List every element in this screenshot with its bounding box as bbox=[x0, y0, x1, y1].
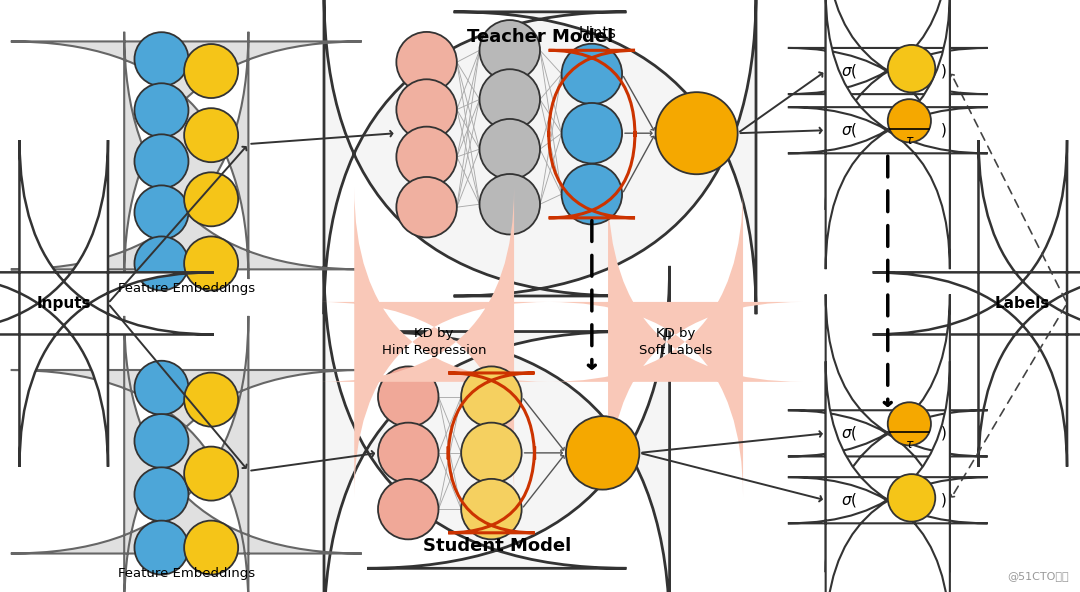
FancyBboxPatch shape bbox=[324, 266, 670, 592]
Circle shape bbox=[396, 177, 457, 237]
FancyBboxPatch shape bbox=[788, 294, 987, 572]
Circle shape bbox=[480, 174, 540, 234]
Circle shape bbox=[480, 69, 540, 130]
Text: $\tau$: $\tau$ bbox=[905, 134, 914, 147]
FancyBboxPatch shape bbox=[320, 188, 549, 496]
FancyBboxPatch shape bbox=[788, 0, 987, 269]
Text: $\sigma($: $\sigma($ bbox=[841, 121, 858, 139]
Circle shape bbox=[562, 44, 622, 104]
Text: $)$: $)$ bbox=[940, 62, 946, 80]
Circle shape bbox=[461, 423, 522, 483]
Circle shape bbox=[135, 134, 189, 188]
Text: KD by
Soft Labels: KD by Soft Labels bbox=[639, 327, 712, 357]
Text: KD by
Hint Regression: KD by Hint Regression bbox=[382, 327, 486, 357]
Circle shape bbox=[135, 236, 189, 291]
FancyBboxPatch shape bbox=[0, 140, 214, 466]
Circle shape bbox=[135, 520, 189, 575]
Circle shape bbox=[184, 44, 239, 98]
FancyBboxPatch shape bbox=[788, 0, 987, 210]
Circle shape bbox=[135, 361, 189, 415]
Circle shape bbox=[184, 446, 239, 501]
Circle shape bbox=[135, 467, 189, 522]
Text: Feature Embeddings: Feature Embeddings bbox=[118, 567, 255, 580]
Circle shape bbox=[461, 366, 522, 427]
FancyBboxPatch shape bbox=[11, 316, 362, 592]
Text: $)$: $)$ bbox=[940, 121, 946, 139]
FancyBboxPatch shape bbox=[873, 140, 1080, 466]
Circle shape bbox=[135, 32, 189, 86]
Text: $\sigma($: $\sigma($ bbox=[841, 424, 858, 442]
Circle shape bbox=[135, 83, 189, 137]
Circle shape bbox=[888, 99, 931, 142]
FancyBboxPatch shape bbox=[11, 32, 362, 279]
Circle shape bbox=[888, 45, 935, 92]
Text: $\tau$: $\tau$ bbox=[905, 437, 914, 451]
Circle shape bbox=[888, 474, 935, 522]
Text: Inputs: Inputs bbox=[37, 296, 91, 311]
Text: Hints: Hints bbox=[578, 27, 617, 41]
FancyBboxPatch shape bbox=[324, 0, 756, 314]
Circle shape bbox=[378, 423, 438, 483]
FancyBboxPatch shape bbox=[549, 188, 802, 496]
Circle shape bbox=[656, 92, 738, 174]
Circle shape bbox=[396, 32, 457, 92]
FancyBboxPatch shape bbox=[788, 361, 987, 592]
Text: Student Model: Student Model bbox=[422, 538, 571, 555]
Circle shape bbox=[378, 479, 438, 539]
Circle shape bbox=[562, 164, 622, 224]
Circle shape bbox=[184, 372, 239, 427]
Text: $)$: $)$ bbox=[940, 424, 946, 442]
Text: @51CTO博客: @51CTO博客 bbox=[1008, 571, 1069, 581]
Text: Feature Embeddings: Feature Embeddings bbox=[118, 282, 255, 295]
Circle shape bbox=[184, 520, 239, 575]
Text: $)$: $)$ bbox=[940, 491, 946, 509]
Text: Labels: Labels bbox=[995, 296, 1051, 311]
Text: Teacher Model: Teacher Model bbox=[467, 28, 613, 46]
Circle shape bbox=[888, 403, 931, 445]
Circle shape bbox=[566, 416, 639, 490]
Circle shape bbox=[184, 108, 239, 162]
Circle shape bbox=[396, 79, 457, 140]
Circle shape bbox=[184, 236, 239, 291]
Circle shape bbox=[480, 119, 540, 179]
Circle shape bbox=[562, 103, 622, 163]
Text: $\sigma($: $\sigma($ bbox=[841, 62, 858, 80]
Circle shape bbox=[396, 127, 457, 187]
Circle shape bbox=[480, 20, 540, 81]
Circle shape bbox=[184, 172, 239, 226]
Circle shape bbox=[135, 185, 189, 239]
Circle shape bbox=[461, 479, 522, 539]
Circle shape bbox=[135, 414, 189, 468]
Circle shape bbox=[378, 366, 438, 427]
Text: $\sigma($: $\sigma($ bbox=[841, 491, 858, 509]
